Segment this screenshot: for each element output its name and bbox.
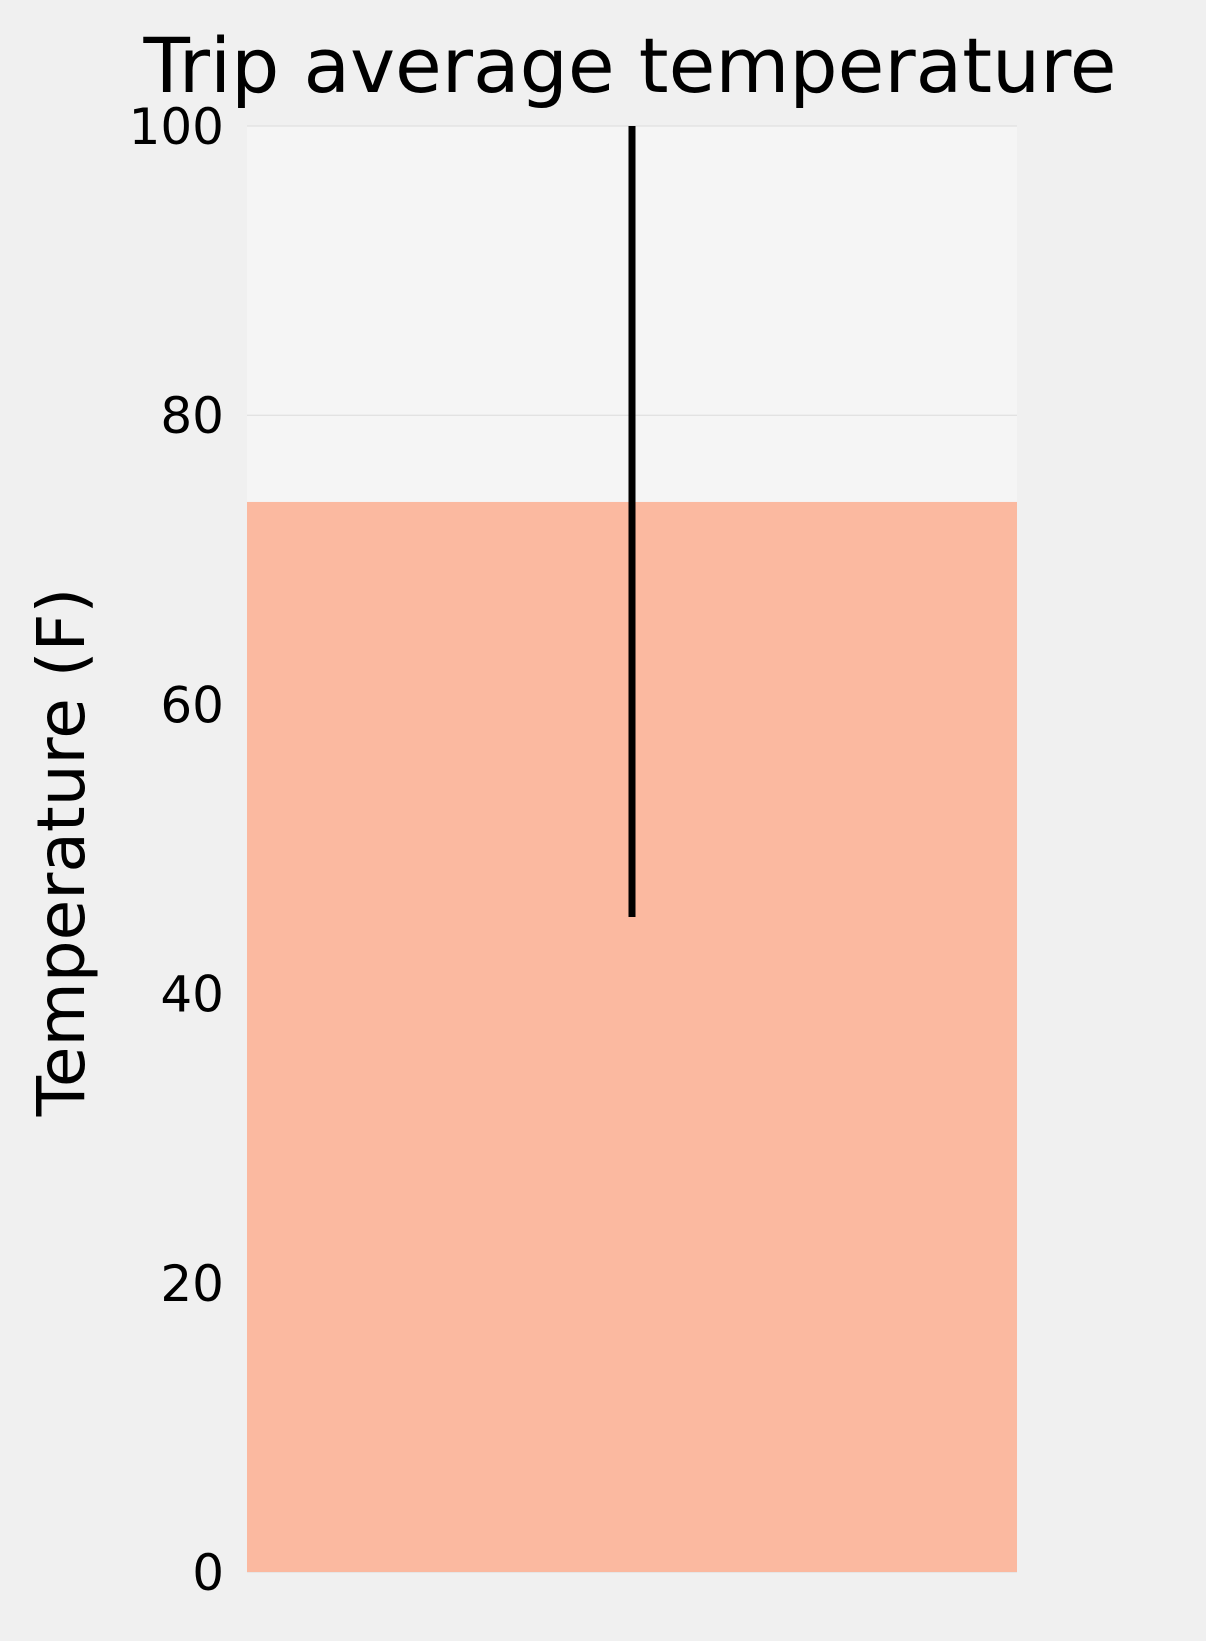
chart-title: Trip average temperature xyxy=(142,21,1116,110)
y-tick-label: 40 xyxy=(160,966,224,1024)
y-tick-label: 100 xyxy=(129,98,224,156)
y-tick-label: 0 xyxy=(192,1544,224,1602)
y-tick-label: 80 xyxy=(160,387,224,445)
y-tick-label: 60 xyxy=(160,676,224,734)
y-tick-label: 20 xyxy=(160,1255,224,1313)
y-axis-label: Temperature (F) xyxy=(23,588,100,1118)
y-axis-ticks: 0 20 40 60 80 100 xyxy=(129,98,224,1602)
